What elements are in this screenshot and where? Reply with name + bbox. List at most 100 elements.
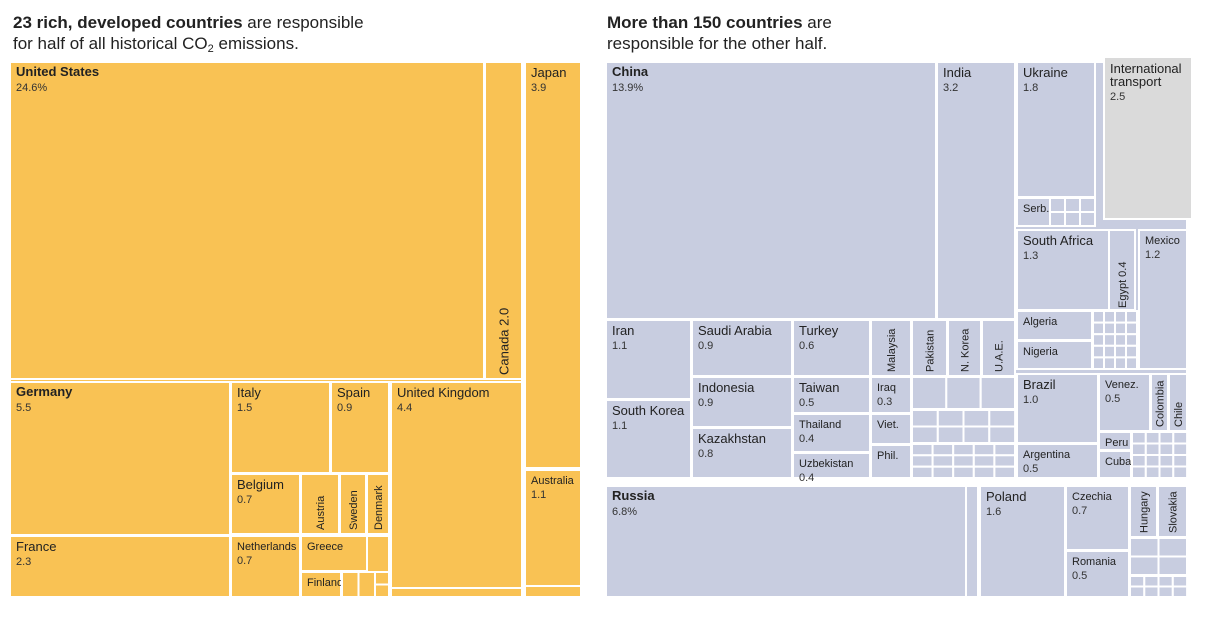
oth-argentina-label: Argentina xyxy=(1023,449,1071,461)
oth-small-afr-3-1 xyxy=(1103,344,1116,359)
dev-netherlands-value: 0.7 xyxy=(237,555,252,567)
dev-small-strip-2 xyxy=(524,585,582,598)
oth-small-afr-2-1 xyxy=(1103,333,1116,347)
dev-germany-value: 5.5 xyxy=(16,402,31,414)
oth-international-transport-label-line2: transport xyxy=(1110,74,1162,89)
dev-germany-label: Germany xyxy=(16,384,73,399)
dev-united-states-value: 24.6% xyxy=(16,82,47,94)
oth-small-afr-1-1 xyxy=(1103,321,1116,336)
oth-small-eu3-1-1 xyxy=(1157,555,1188,576)
oth-saudi-arabia-label: Saudi Arabia xyxy=(698,323,772,338)
oth-small-asia3-1-3 xyxy=(972,454,996,468)
oth-small-asia1-0-2 xyxy=(979,376,1017,410)
left-title-line2: for half of all historical CO xyxy=(13,34,208,53)
oth-small-afr-4-1 xyxy=(1103,356,1116,370)
oth-small-asia2-0-3 xyxy=(988,409,1017,428)
dev-italy-label: Italy xyxy=(237,385,261,400)
oth-hungary-label: Hungary xyxy=(1139,491,1151,533)
right-title-bold: More than 150 countries xyxy=(607,13,803,32)
oth-thailand-cell xyxy=(792,413,871,453)
oth-colombia-label: Colombia xyxy=(1155,380,1167,427)
oth-small-asia3-1-1 xyxy=(931,454,955,468)
oth-poland-label: Poland xyxy=(986,489,1026,504)
dev-belgium-label: Belgium xyxy=(237,477,284,492)
oth-india-cell xyxy=(936,61,1016,320)
oth-small-afr-4-0 xyxy=(1092,356,1105,370)
dev-canada-cell xyxy=(484,61,523,380)
oth-small-latam-1-0 xyxy=(1131,442,1147,456)
oth-indonesia-label: Indonesia xyxy=(698,380,755,395)
oth-poland-cell xyxy=(979,485,1066,598)
oth-small-asia3-2-4 xyxy=(993,465,1017,480)
oth-small-asia2-1-1 xyxy=(936,425,965,444)
oth-small-latam-2-2 xyxy=(1158,454,1175,468)
oth-small-afr-0-2 xyxy=(1114,310,1127,324)
oth-small-asia3-0-4 xyxy=(993,443,1017,457)
oth-china-value: 13.9% xyxy=(612,82,643,94)
oth-nigeria-label: Nigeria xyxy=(1023,346,1059,358)
oth-slovakia-cell xyxy=(1157,485,1188,538)
dev-spain-value: 0.9 xyxy=(337,402,352,414)
dev-small-a-0-0 xyxy=(366,535,390,573)
dev-small-c-1-0 xyxy=(374,583,390,598)
oth-small-latam-2-3 xyxy=(1172,454,1189,468)
oth-ukraine-value: 1.8 xyxy=(1023,82,1038,94)
oth-cuba-cell xyxy=(1098,450,1132,479)
dev-japan-cell xyxy=(524,61,582,469)
oth-international-transport-value: 2.5 xyxy=(1110,91,1125,103)
oth-taiwan-value: 0.5 xyxy=(799,397,814,409)
dev-germany-cell xyxy=(9,381,231,536)
oth-small-latam-1-3 xyxy=(1172,442,1189,456)
oth-small-afr-2-2 xyxy=(1114,333,1127,347)
oth-egypt-label: Egypt 0.4 xyxy=(1117,262,1129,308)
oth-small-latam-1-1 xyxy=(1144,442,1161,456)
dev-italy-value: 1.5 xyxy=(237,402,252,414)
dev-japan-label: Japan xyxy=(531,65,566,80)
oth-small-afr-1-0 xyxy=(1092,321,1105,336)
dev-france-label: France xyxy=(16,539,56,554)
dev-denmark-cell xyxy=(366,473,390,535)
oth-malaysia-cell xyxy=(870,319,912,377)
dev-japan-value: 3.9 xyxy=(531,82,546,94)
oth-turkey-label: Turkey xyxy=(799,323,839,338)
oth-small-asia3-1-4 xyxy=(993,454,1017,468)
oth-india-label: India xyxy=(943,65,972,80)
dev-canada-label: Canada 2.0 xyxy=(497,308,512,375)
oth-brazil-value: 1.0 xyxy=(1023,394,1038,406)
oth-small-afr-1-2 xyxy=(1114,321,1127,336)
oth-phil-label: Phil. xyxy=(877,450,898,462)
oth-saudi-arabia-value: 0.9 xyxy=(698,340,713,352)
oth-viet-cell xyxy=(870,413,912,445)
oth-small-eu2-1-3 xyxy=(1171,585,1189,598)
oth-small-asia3-1-2 xyxy=(952,454,975,468)
oth-small-asia3-2-3 xyxy=(972,465,996,480)
dev-austria-cell xyxy=(300,473,340,535)
oth-taiwan-label: Taiwan xyxy=(799,380,839,395)
dev-greece-cell xyxy=(300,535,368,572)
oth-small-asia3-0-1 xyxy=(931,443,955,457)
oth-small-ukr-1-2 xyxy=(1079,211,1096,227)
oth-czechia-value: 0.7 xyxy=(1072,505,1087,517)
dev-belgium-value: 0.7 xyxy=(237,494,252,506)
oth-small-eu2-1-1 xyxy=(1143,585,1160,598)
oth-small-latam-2-0 xyxy=(1131,454,1147,468)
oth-thailand-label: Thailand xyxy=(799,419,841,431)
oth-small-ukr-1-0 xyxy=(1049,211,1066,227)
oth-iraq-value: 0.3 xyxy=(877,396,892,408)
left-title-line2-end: emissions. xyxy=(213,34,299,53)
left-title-rest: are responsible xyxy=(242,13,364,32)
oth-ukraine-label: Ukraine xyxy=(1023,65,1068,80)
oth-russia-value: 6.8% xyxy=(612,506,637,518)
oth-china-cell xyxy=(605,61,937,320)
oth-viet-label: Viet. xyxy=(877,419,899,431)
dev-united-kingdom-cell xyxy=(390,381,523,598)
oth-n-korea-label: N. Korea xyxy=(960,328,972,372)
oth-phil-cell xyxy=(870,444,912,479)
dev-small-strip xyxy=(390,587,523,598)
oth-iraq-label: Iraq xyxy=(877,382,896,394)
oth-small-asia2-1-2 xyxy=(962,425,991,444)
oth-kazakhstan-label: Kazakhstan xyxy=(698,431,766,446)
oth-iran-label: Iran xyxy=(612,323,634,338)
oth-small-asia3-2-0 xyxy=(911,465,934,480)
